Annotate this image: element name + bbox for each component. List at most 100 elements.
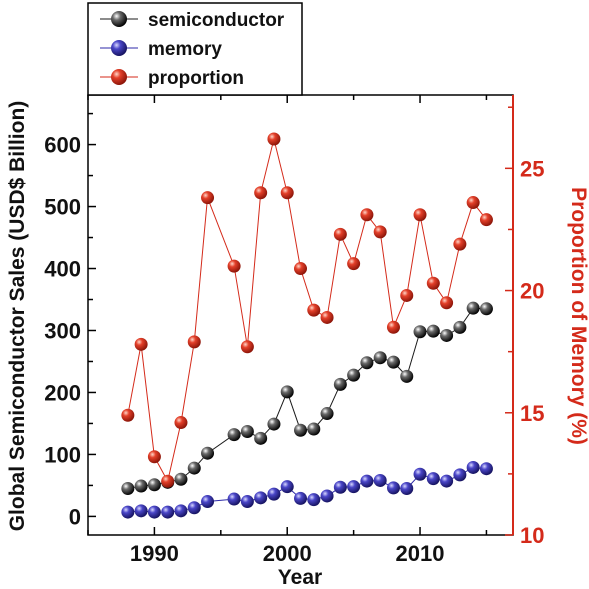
series-semiconductor xyxy=(121,301,493,496)
data-point-semiconductor xyxy=(386,355,400,369)
data-point-proportion xyxy=(147,450,161,464)
y-axis-right-title: Proportion of Memory (%) xyxy=(567,187,589,445)
legend-label-memory: memory xyxy=(148,39,222,60)
data-point-memory xyxy=(174,504,188,518)
data-point-semiconductor xyxy=(134,479,148,493)
legend-entry-proportion: proportion xyxy=(100,68,244,89)
data-point-memory xyxy=(294,491,307,505)
data-point-semiconductor xyxy=(373,351,387,365)
data-point-proportion xyxy=(320,310,334,324)
data-point-memory xyxy=(453,468,467,482)
data-point-memory xyxy=(307,493,321,507)
data-point-semiconductor xyxy=(307,422,321,436)
y-left-tick-label: 100 xyxy=(44,442,81,467)
data-point-memory xyxy=(227,492,241,506)
data-point-semiconductor xyxy=(347,368,361,382)
data-point-proportion xyxy=(373,225,387,239)
y-left-tick-label: 0 xyxy=(69,504,81,529)
data-point-proportion xyxy=(360,208,374,222)
legend-entry-semiconductor: semiconductor xyxy=(100,10,285,31)
ticks-layer: 1990 2000 2010 0 100 200 300 400 500 600 10 15 20 25 xyxy=(44,95,544,566)
legend-marker-proportion xyxy=(111,69,127,85)
data-point-proportion xyxy=(333,227,347,241)
data-point-semiconductor xyxy=(227,428,241,442)
data-point-memory xyxy=(280,480,294,494)
series-memory xyxy=(121,460,493,519)
data-point-proportion xyxy=(294,262,307,276)
legend-marker-semiconductor xyxy=(111,11,127,27)
data-point-proportion xyxy=(280,186,294,200)
y-left-tick-label: 600 xyxy=(44,133,81,158)
data-point-semiconductor xyxy=(360,356,374,370)
data-point-semiconductor xyxy=(174,472,188,486)
data-point-proportion xyxy=(187,335,201,349)
y-right-tick-label: 10 xyxy=(520,523,544,548)
data-point-memory xyxy=(426,472,440,486)
x-axis-title: Year xyxy=(278,566,322,589)
data-point-memory xyxy=(400,482,414,496)
data-point-proportion xyxy=(201,191,215,205)
legend-marker-memory xyxy=(111,40,127,56)
data-point-memory xyxy=(440,474,454,488)
data-point-semiconductor xyxy=(267,417,281,431)
data-point-proportion xyxy=(400,288,414,302)
data-point-memory xyxy=(347,480,361,494)
data-point-memory xyxy=(320,489,334,503)
data-point-semiconductor xyxy=(453,320,467,334)
data-point-proportion xyxy=(161,474,175,488)
data-point-semiconductor xyxy=(440,328,454,342)
data-point-proportion xyxy=(413,208,427,222)
plot-frame xyxy=(87,94,514,536)
data-point-semiconductor xyxy=(400,369,414,383)
data-point-memory xyxy=(134,504,148,518)
y-right-tick-label: 20 xyxy=(520,279,544,304)
legend-entry-memory: memory xyxy=(100,39,222,60)
data-point-proportion xyxy=(240,340,254,354)
data-point-memory xyxy=(147,505,161,519)
data-point-semiconductor xyxy=(254,431,268,445)
data-point-semiconductor xyxy=(426,324,440,338)
data-point-memory xyxy=(373,473,387,487)
y-left-tick-label: 300 xyxy=(44,318,81,343)
data-point-memory xyxy=(161,505,175,519)
data-point-proportion xyxy=(134,337,148,351)
data-point-memory xyxy=(333,480,347,494)
series-proportion xyxy=(121,132,493,488)
data-point-semiconductor xyxy=(294,423,307,437)
x-tick-label: 2000 xyxy=(263,541,312,566)
y-right-tick-label: 15 xyxy=(520,401,544,426)
data-point-semiconductor xyxy=(466,301,480,315)
data-point-memory xyxy=(479,462,493,476)
data-point-proportion xyxy=(347,257,361,271)
data-point-semiconductor xyxy=(333,377,347,391)
legend-label-semiconductor: semiconductor xyxy=(148,10,285,31)
data-point-memory xyxy=(413,467,427,481)
y-axis-left-title: Global Semiconductor Sales (USD$ Billion… xyxy=(6,101,29,532)
data-point-memory xyxy=(201,495,215,509)
data-point-semiconductor xyxy=(479,302,493,316)
data-point-proportion xyxy=(227,259,241,273)
y-left-tick-label: 500 xyxy=(44,195,81,220)
y-right-tick-label: 25 xyxy=(520,156,544,181)
series-layer xyxy=(121,132,493,519)
data-point-semiconductor xyxy=(147,478,161,492)
data-point-semiconductor xyxy=(413,325,427,339)
data-point-semiconductor xyxy=(280,385,294,399)
data-point-semiconductor xyxy=(320,407,334,421)
data-point-proportion xyxy=(479,213,493,227)
data-point-proportion xyxy=(174,416,188,430)
data-point-proportion xyxy=(426,276,440,290)
data-point-proportion xyxy=(453,237,467,251)
data-point-proportion xyxy=(386,320,400,334)
data-point-memory xyxy=(121,505,135,519)
data-point-memory xyxy=(187,501,201,515)
data-point-memory xyxy=(360,474,374,488)
data-point-proportion xyxy=(267,132,281,146)
data-point-memory xyxy=(466,460,480,474)
y-left-tick-label: 200 xyxy=(44,380,81,405)
x-tick-label: 1990 xyxy=(130,541,179,566)
data-point-proportion xyxy=(254,186,268,200)
data-point-memory xyxy=(386,481,400,495)
